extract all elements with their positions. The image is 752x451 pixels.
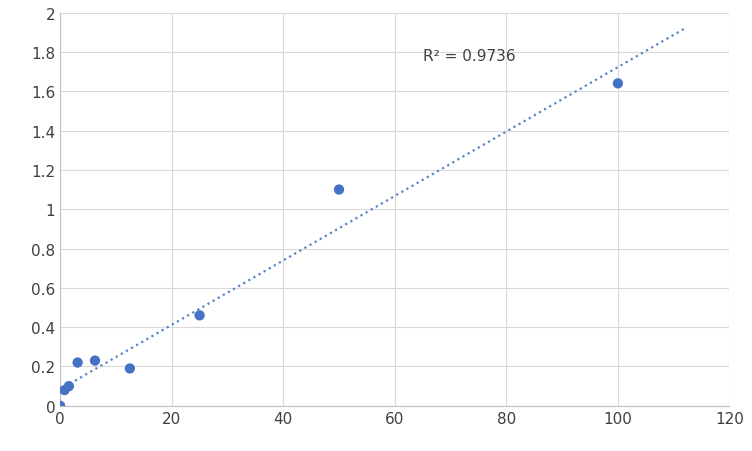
Point — [59, 387, 71, 394]
Point — [71, 359, 83, 366]
Point — [124, 365, 136, 372]
Point — [89, 357, 101, 364]
Text: R² = 0.9736: R² = 0.9736 — [423, 49, 515, 64]
Point — [193, 312, 205, 319]
Point — [54, 402, 66, 410]
Point — [612, 81, 624, 88]
Point — [63, 382, 75, 390]
Point — [333, 187, 345, 194]
